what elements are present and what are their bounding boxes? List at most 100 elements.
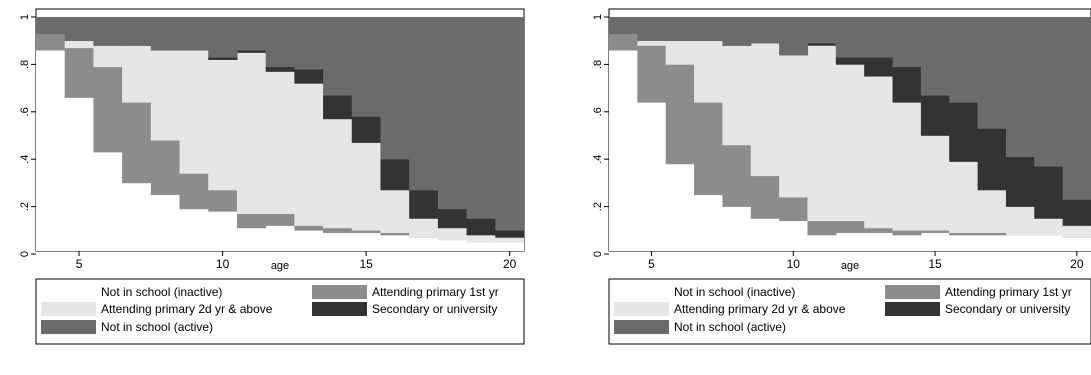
x-tick-label: 20 (503, 257, 517, 271)
y-tick-label: .8 (19, 60, 31, 69)
legend-label: Not in school (active) (674, 320, 786, 334)
legend-label: Attending primary 1st yr (945, 285, 1072, 299)
y-tick-label: .2 (592, 202, 604, 211)
area-segment (722, 207, 751, 255)
area-segment (1006, 17, 1035, 157)
area-segment (1063, 199, 1091, 225)
area-segment (208, 60, 237, 191)
x-tick-label: 20 (1070, 257, 1084, 271)
area-segment (380, 190, 409, 233)
legend-swatch (41, 320, 96, 334)
area-segment (949, 102, 978, 162)
area-segment (380, 17, 409, 160)
area-segment (1006, 157, 1035, 207)
area-segment (779, 17, 808, 55)
area-segment (751, 17, 780, 43)
legend-item: Secondary or university (885, 302, 1070, 316)
area-segment (467, 218, 496, 235)
area-segment (1063, 17, 1091, 200)
legend: Not in school (inactive)Attending primar… (36, 279, 524, 344)
area-segment (36, 50, 65, 254)
area-segment (294, 69, 323, 84)
area-segment (65, 41, 94, 48)
y-tick-label: 0 (19, 251, 31, 257)
area-segment (807, 45, 836, 221)
legend-swatch (614, 285, 669, 299)
area-segment (949, 17, 978, 103)
legend-swatch (614, 320, 669, 334)
area-segment (637, 17, 666, 41)
y-tick-label: .6 (592, 107, 604, 116)
area-segment (609, 50, 638, 254)
area-segment (836, 221, 865, 233)
area-segment (893, 102, 922, 230)
area-segment (978, 190, 1007, 233)
area-segment (495, 230, 524, 237)
area-segment (949, 162, 978, 233)
legend-label: Attending primary 2d yr & above (101, 302, 273, 316)
legend-label: Attending primary 1st yr (372, 285, 499, 299)
legend-swatch (885, 285, 940, 299)
y-tick-label: .2 (19, 202, 31, 211)
area-segment (666, 64, 695, 164)
legend-item: Attending primary 1st yr (885, 285, 1072, 299)
area-segment (409, 17, 438, 190)
area-segment (352, 230, 381, 233)
legend-swatch (312, 302, 367, 316)
area-segment (409, 190, 438, 219)
area-segment (380, 159, 409, 190)
area-segment (637, 41, 666, 46)
area-segment (751, 176, 780, 219)
area-segment (893, 230, 922, 235)
area-segment (666, 41, 695, 65)
legend-item: Not in school (active) (614, 320, 786, 334)
stacked-area-group (609, 17, 1091, 254)
area-segment (438, 240, 467, 255)
area-segment (779, 197, 808, 221)
x-tick-label: 10 (787, 257, 801, 271)
area-segment (352, 17, 381, 117)
area-segment (978, 17, 1007, 129)
area-segment (694, 195, 723, 255)
area-segment (180, 17, 209, 50)
area-segment (921, 95, 950, 136)
area-segment (495, 17, 524, 231)
legend: Not in school (inactive)Attending primar… (609, 279, 1091, 344)
area-segment (694, 41, 723, 103)
area-segment (666, 17, 695, 41)
area-segment (467, 242, 496, 254)
legend-label: Not in school (active) (101, 320, 213, 334)
x-tick-label: 5 (76, 257, 83, 271)
area-segment (93, 17, 122, 46)
area-segment (836, 17, 865, 58)
area-segment (722, 17, 751, 46)
area-segment (36, 34, 65, 51)
area-segment (864, 57, 893, 76)
area-segment (65, 48, 94, 98)
legend-swatch (312, 285, 367, 299)
area-segment (893, 67, 922, 103)
area-segment (237, 214, 266, 229)
area-segment (122, 17, 151, 46)
area-segment (36, 17, 65, 34)
area-segment (151, 50, 180, 140)
legend-item: Attending primary 1st yr (312, 285, 499, 299)
area-segment (807, 221, 836, 236)
area-segment (694, 17, 723, 41)
area-segment (666, 164, 695, 254)
area-segment (151, 195, 180, 255)
area-segment (722, 145, 751, 207)
legend-item: Attending primary 2d yr & above (614, 302, 846, 316)
area-segment (637, 102, 666, 254)
area-segment (836, 57, 865, 64)
y-tick-label: 1 (19, 14, 31, 20)
area-segment (237, 50, 266, 53)
x-axis-label: age (271, 260, 289, 272)
x-axis-label: age (841, 260, 859, 272)
area-segment (949, 233, 978, 236)
area-segment (266, 67, 295, 72)
area-segment (294, 83, 323, 226)
area-segment (266, 226, 295, 255)
